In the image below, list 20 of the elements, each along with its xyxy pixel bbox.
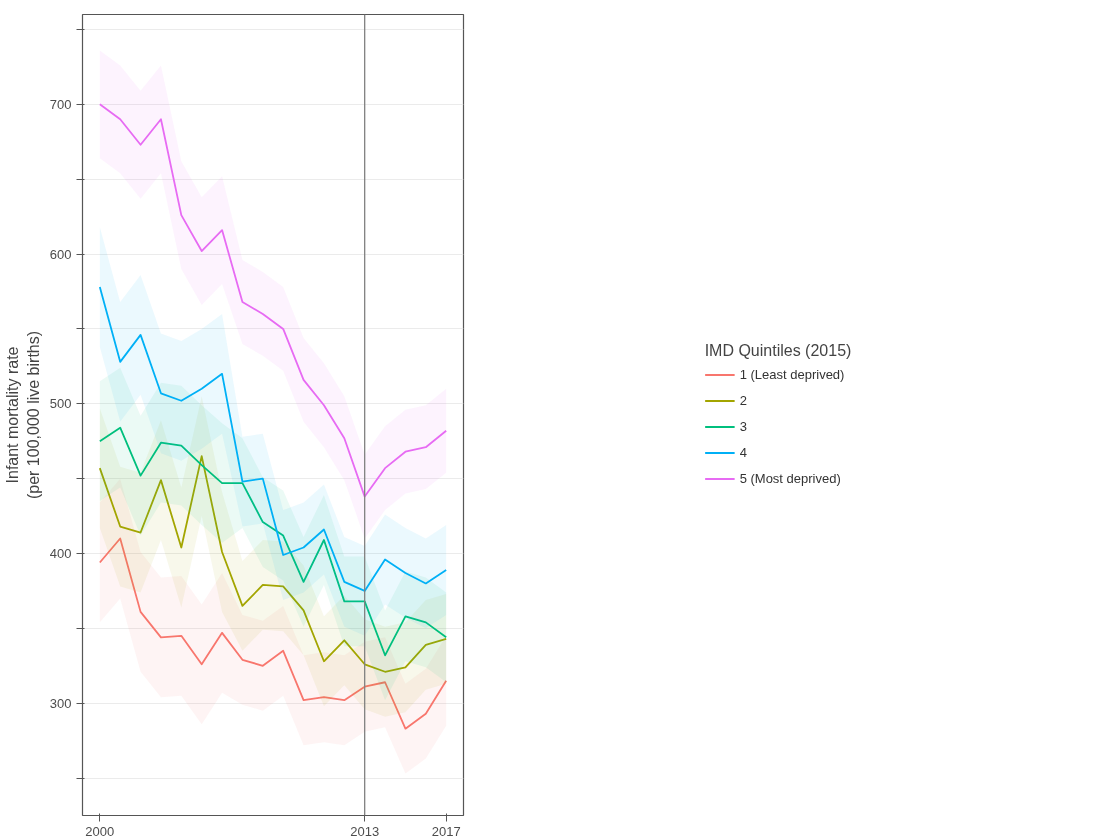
legend-label: 4 xyxy=(739,444,748,460)
y-tick-label: 600 xyxy=(49,246,72,262)
x-tick-label: 2013 xyxy=(350,823,380,839)
y-tick-label: 300 xyxy=(49,695,72,711)
line-series xyxy=(98,426,448,657)
x-tick-label: 2000 xyxy=(85,823,115,839)
x-tick-label: 2017 xyxy=(431,823,461,839)
y-axis-title: Infant mortality rate (per 100,000 live births) xyxy=(4,330,42,500)
legend-label: 3 xyxy=(739,418,748,434)
line-series xyxy=(98,537,448,730)
line-series xyxy=(98,286,448,592)
line-series xyxy=(98,103,448,498)
y-tick-label: 500 xyxy=(49,396,72,412)
legend-label: 2 xyxy=(739,392,748,408)
legend-label: 5 (Most deprived) xyxy=(739,470,841,486)
y-tick-label: 700 xyxy=(49,96,72,112)
legend-title: IMD Quintiles (2015) xyxy=(704,341,852,359)
legend-label: 1 (Least deprived) xyxy=(739,366,845,382)
line-series xyxy=(98,455,448,673)
y-tick-label: 400 xyxy=(49,545,72,561)
